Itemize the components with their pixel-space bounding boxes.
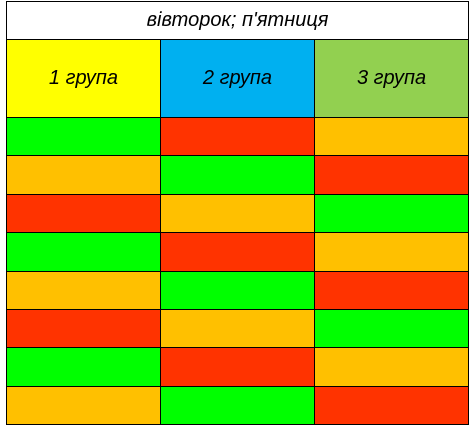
color-cell-green [160,385,315,426]
color-row [6,117,470,157]
schedule-body: вівторок; п'ятниця 1 група 2 група 3 гру… [5,0,470,426]
color-cell-red [313,385,470,426]
group-1-header: 1 група [6,39,161,119]
color-cell-red [313,155,470,195]
color-row [6,155,470,195]
group-3-header: 3 група [313,39,470,119]
color-cell-green [6,117,161,157]
color-cell-red [160,232,315,272]
color-cell-green [313,193,470,234]
color-cell-green [6,347,161,387]
schedule-title: вівторок; п'ятниця [5,0,470,41]
title-row: вівторок; п'ятниця [5,0,470,41]
group-2-header: 2 група [160,39,315,119]
color-cell-red [313,270,470,310]
color-row [6,232,470,272]
color-cell-orange [6,155,161,195]
color-cell-green [313,308,470,349]
color-cell-orange [6,270,161,310]
color-cell-orange [6,385,161,426]
schedule-table: вівторок; п'ятниця 1 група 2 група 3 гру… [5,0,470,426]
color-row [6,308,470,349]
color-cell-green [6,232,161,272]
color-row [6,385,470,426]
color-cell-red [160,347,315,387]
color-cell-red [6,308,161,349]
color-row [6,270,470,310]
color-row [6,347,470,387]
color-cell-orange [313,232,470,272]
color-cell-green [160,270,315,310]
group-header-row: 1 група 2 група 3 група [6,39,470,119]
color-cell-orange [313,347,470,387]
color-cell-green [160,155,315,195]
color-cell-red [6,193,161,234]
color-cell-orange [160,193,315,234]
color-cell-orange [160,308,315,349]
color-cell-orange [313,117,470,157]
color-row [6,193,470,234]
color-cell-red [160,117,315,157]
